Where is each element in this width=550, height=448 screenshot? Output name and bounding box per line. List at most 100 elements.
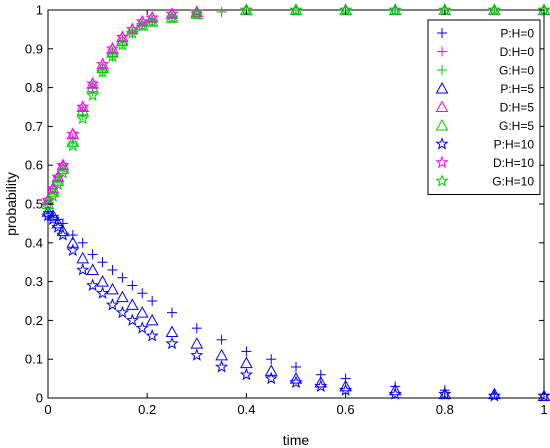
legend-label: P:H=10 [494, 138, 535, 152]
data-point [241, 346, 252, 357]
data-point [116, 290, 129, 303]
y-tick-label: 0.1 [25, 352, 43, 367]
data-point [125, 22, 139, 36]
legend-label: D:H=5 [500, 101, 535, 115]
data-point [86, 77, 99, 89]
data-point [125, 313, 139, 327]
data-point [191, 323, 202, 334]
data-point [56, 158, 70, 171]
legend-label: G:H=0 [499, 64, 534, 78]
legend-marker [435, 118, 449, 131]
data-point [165, 6, 179, 20]
data-point [77, 237, 88, 248]
data-point [135, 321, 149, 334]
data-point [46, 189, 60, 202]
data-point [115, 305, 129, 319]
data-point [86, 263, 99, 275]
y-axis-label: probability [3, 172, 19, 236]
legend-label: P:H=5 [500, 82, 534, 96]
data-point [66, 127, 80, 140]
x-tick-label: 0.6 [337, 402, 355, 417]
data-point [289, 375, 303, 389]
legend-item: G:H=5 [435, 118, 534, 133]
data-point [239, 367, 253, 381]
data-point [340, 373, 351, 384]
y-tick-label: 0.5 [25, 197, 43, 212]
axis-ticks: 0 0.2 0.4 0.6 0.8 1 0 0.1 0.2 0.3 0.4 0.5 0.6 0.7 0.8 0… [25, 3, 548, 418]
y-tick-label: 0.6 [25, 158, 43, 173]
data-point [165, 325, 179, 338]
data-point [76, 251, 90, 264]
data-point [125, 22, 139, 35]
data-point [216, 334, 227, 345]
data-point [41, 197, 55, 210]
legend-item: P:H=10 [435, 137, 535, 152]
data-point [190, 6, 204, 20]
legend-box [427, 19, 541, 195]
data-point [488, 3, 501, 15]
legend-label: D:H=0 [500, 45, 535, 59]
data-point [106, 42, 119, 54]
legend-label: G:H=5 [499, 119, 534, 133]
data-point [215, 360, 229, 373]
data-point [438, 387, 452, 400]
legend-label: P:H=0 [500, 27, 534, 41]
y-tick-label: 0.3 [25, 274, 43, 289]
data-point [41, 205, 55, 217]
data-point [87, 249, 98, 260]
data-point [97, 257, 108, 268]
data-point [67, 230, 78, 241]
data-point [167, 307, 177, 318]
data-point [314, 379, 328, 392]
data-point [145, 313, 159, 326]
data-point [289, 3, 303, 16]
data-point [76, 263, 90, 276]
data-point [125, 26, 139, 39]
data-point [96, 275, 109, 287]
data-point [388, 3, 402, 16]
data-point [125, 298, 139, 310]
y-tick-label: 0.7 [25, 119, 43, 134]
legend-item: G:H=10 [435, 174, 534, 189]
data-point [339, 383, 353, 396]
data-point [264, 364, 278, 376]
data-point [66, 236, 80, 248]
data-point [216, 6, 227, 17]
y-tick-label: 1 [36, 3, 43, 18]
legend-item: D:H=10 [435, 155, 534, 170]
data-point [105, 49, 120, 63]
data-point [116, 30, 129, 43]
data-point [487, 389, 501, 402]
data-point [266, 354, 277, 365]
data-point [96, 57, 109, 70]
legend-marker [435, 137, 449, 150]
data-point [145, 14, 159, 28]
legend: P:H=0 D:H=0 G:H=0 P:H=5 D:H=5 G:H=5 P:H=10 D:H=… [427, 19, 541, 195]
data-point [86, 88, 100, 101]
legend-marker [435, 155, 449, 169]
data-point [314, 375, 328, 388]
data-point [165, 7, 179, 19]
data-point [145, 10, 159, 24]
data-point [86, 278, 100, 292]
legend-label: G:H=10 [492, 175, 534, 189]
data-point [76, 111, 90, 125]
data-point [289, 3, 303, 15]
data-point [41, 193, 55, 206]
data-point [388, 383, 402, 396]
data-point [165, 336, 179, 350]
data-point [190, 348, 204, 361]
legend-marker [435, 100, 449, 112]
y-tick-label: 0.2 [25, 313, 43, 328]
data-point [51, 220, 65, 233]
data-point [76, 100, 90, 113]
legend-marker [437, 65, 447, 75]
data-point [487, 3, 501, 16]
data-point [135, 306, 149, 318]
legend-marker [437, 46, 447, 57]
y-tick-label: 0 [36, 391, 43, 406]
x-tick-label: 0.8 [436, 402, 454, 417]
data-point [66, 135, 80, 147]
legend-label: D:H=10 [493, 156, 534, 170]
data-point [264, 371, 278, 385]
